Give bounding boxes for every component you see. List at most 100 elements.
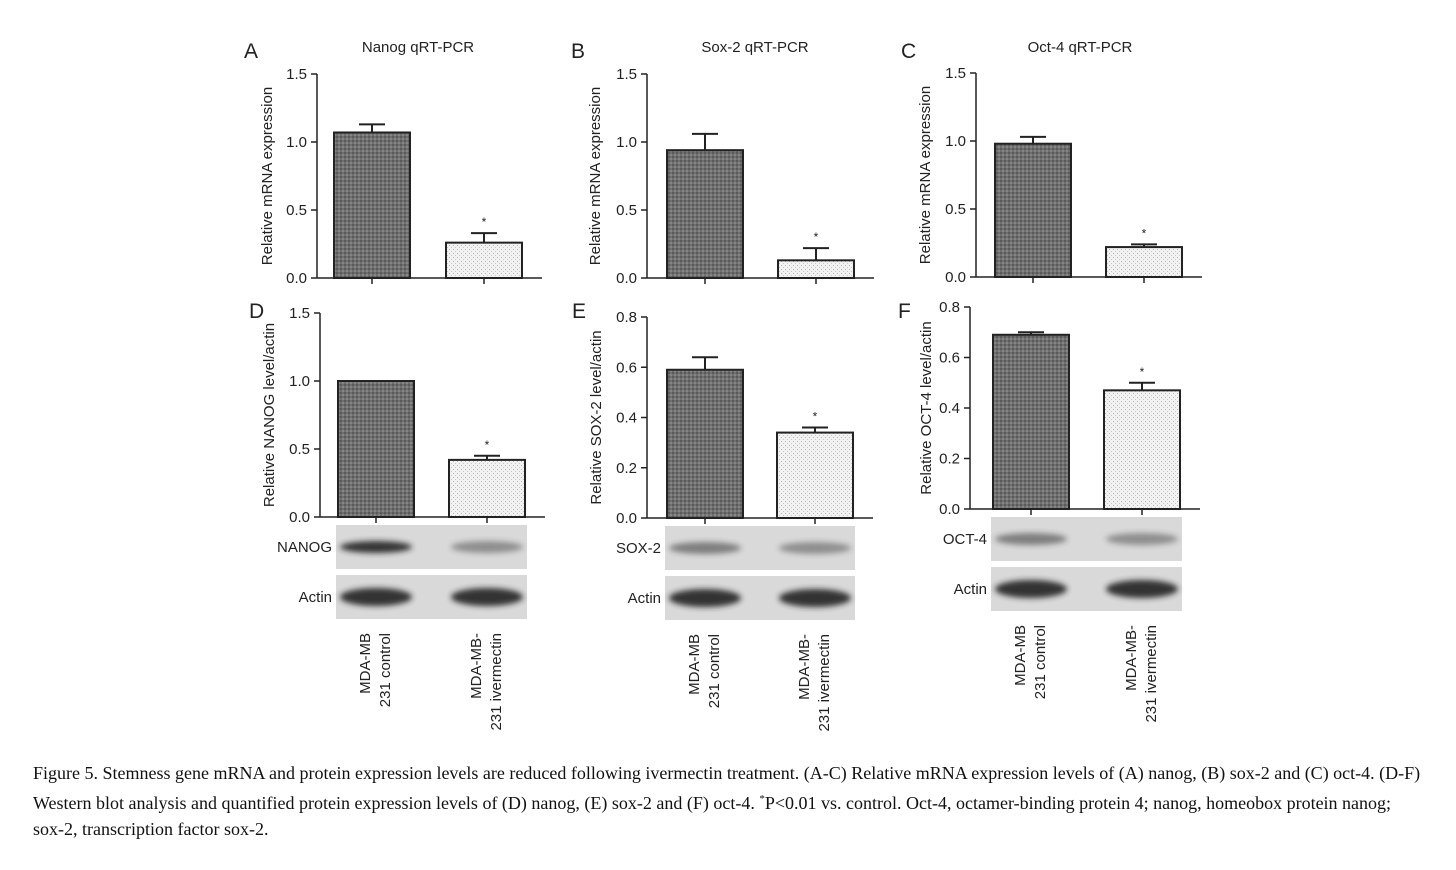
y-tick-label: 1.5 (945, 65, 966, 82)
panel-letter: D (249, 300, 264, 323)
lane-label: MDA-MB- (796, 634, 813, 700)
y-tick-label: 1.0 (286, 134, 307, 151)
bar-ivermectin (445, 241, 523, 279)
y-axis-label: Relative SOX-2 level/actin (588, 330, 605, 504)
blot-band (779, 542, 851, 554)
bar-ivermectin (777, 259, 855, 280)
lane-label: MDA-MB (357, 633, 374, 694)
significance-marker: * (814, 230, 819, 244)
lane-label: 231 ivermectin (1143, 625, 1160, 723)
panel-letter: B (571, 40, 585, 63)
blot-band (1106, 580, 1178, 598)
figure-5: A Nanog qRT-PCR 0.0 0.5 1.0 1.5 Relative mRNA … (244, 39, 1202, 732)
bar-ivermectin (776, 431, 854, 520)
y-tick-label: 0.2 (939, 451, 960, 468)
blot-label: SOX-2 (616, 540, 661, 557)
blot-band (995, 580, 1067, 598)
lane-label: 231 ivermectin (816, 634, 833, 732)
blot-label: Actin (954, 581, 987, 598)
y-tick-label: 0.5 (616, 202, 637, 219)
blot-label: Actin (299, 589, 332, 606)
y-tick-label: 0.6 (616, 359, 637, 376)
y-tick-label: 0.0 (939, 501, 960, 518)
y-tick-label: 1.0 (945, 133, 966, 150)
blot-band (451, 588, 523, 606)
blot-label: Actin (628, 590, 661, 607)
y-tick-label: 0.4 (939, 400, 960, 417)
y-tick-label: 0.0 (289, 509, 310, 526)
lane-label: 231 control (706, 634, 723, 708)
panel-e: E 0.0 0.2 0.4 0.6 0.8 Relative SOX-2 level/act… (572, 300, 873, 732)
panel-letter: C (901, 40, 916, 63)
significance-marker: * (485, 438, 490, 452)
bar-ivermectin (1105, 246, 1183, 279)
blot-band (1106, 533, 1178, 545)
y-tick-label: 0.5 (945, 201, 966, 218)
y-tick-label: 0.4 (616, 410, 637, 427)
y-tick-label: 0.0 (616, 270, 637, 287)
bar-control (994, 142, 1072, 278)
y-tick-label: 1.5 (286, 66, 307, 83)
y-tick-label: 1.0 (289, 373, 310, 390)
lane-label: 231 control (1032, 625, 1049, 699)
y-tick-label: 1.5 (289, 305, 310, 322)
bar-control (666, 368, 744, 520)
bar-ivermectin (1103, 389, 1181, 511)
y-axis-label: Relative NANOG level/actin (261, 323, 278, 507)
y-tick-label: 1.0 (616, 134, 637, 151)
caption-text-continued: P<0.01 vs. control. Oct-4, octamer-bindi… (33, 793, 1392, 839)
panel-title: Sox-2 qRT-PCR (701, 39, 808, 56)
y-tick-label: 0.8 (939, 299, 960, 316)
panel-a: A Nanog qRT-PCR 0.0 0.5 1.0 1.5 Relative mRNA … (244, 39, 542, 287)
bar-control (333, 131, 411, 279)
lane-label: 231 ivermectin (488, 633, 505, 731)
bar-ivermectin (448, 458, 526, 519)
bar-control (992, 333, 1070, 510)
blot-label: NANOG (277, 539, 332, 556)
bar-control (337, 380, 415, 518)
blot-band (451, 541, 523, 553)
y-tick-label: 0.5 (289, 441, 310, 458)
y-tick-label: 0.8 (616, 309, 637, 326)
caption-asterisk: * (759, 793, 765, 805)
significance-marker: * (1140, 365, 1145, 379)
y-tick-label: 0.5 (286, 202, 307, 219)
y-axis-label: Relative OCT-4 level/actin (918, 321, 935, 494)
panel-letter: F (898, 300, 911, 323)
blot-band (340, 541, 412, 553)
caption-text: Figure 5. Stemness gene mRNA and protein… (33, 763, 1421, 813)
blot-label: OCT-4 (943, 531, 987, 548)
lane-label: MDA-MB- (468, 633, 485, 699)
significance-marker: * (1142, 226, 1147, 240)
panel-c: C Oct-4 qRT-PCR 0.0 0.5 1.0 1.5 Relative mRNA … (901, 39, 1202, 286)
panel-letter: A (244, 40, 258, 63)
y-axis-label: Relative mRNA expression (587, 87, 604, 265)
y-axis-label: Relative mRNA expression (917, 86, 934, 264)
y-tick-label: 0.0 (616, 510, 637, 527)
lane-label: MDA-MB- (1123, 625, 1140, 691)
panel-letter: E (572, 300, 586, 323)
lane-label: 231 control (377, 633, 394, 707)
blot-band (779, 589, 851, 607)
significance-marker: * (813, 410, 818, 424)
panel-title: Nanog qRT-PCR (362, 39, 474, 56)
panel-d: D 0.0 0.5 1.0 1.5 Relative NANOG level/actin *… (249, 300, 545, 731)
y-tick-label: 0.6 (939, 350, 960, 367)
panel-b: B Sox-2 qRT-PCR 0.0 0.5 1.0 1.5 Relative mRNA … (571, 39, 874, 287)
lane-label: MDA-MB (1012, 625, 1029, 686)
blot-band (669, 589, 741, 607)
blot-band (669, 542, 741, 554)
blot-band (340, 588, 412, 606)
significance-marker: * (482, 215, 487, 229)
y-tick-label: 0.2 (616, 460, 637, 477)
y-tick-label: 0.0 (286, 270, 307, 287)
y-tick-label: 1.5 (616, 66, 637, 83)
panel-title: Oct-4 qRT-PCR (1028, 39, 1133, 56)
figure-caption: Figure 5. Stemness gene mRNA and protein… (33, 760, 1423, 842)
y-tick-label: 0.0 (945, 269, 966, 286)
y-axis-label: Relative mRNA expression (259, 87, 276, 265)
bar-control (666, 149, 744, 279)
lane-label: MDA-MB (686, 634, 703, 695)
blot-band (995, 533, 1067, 545)
